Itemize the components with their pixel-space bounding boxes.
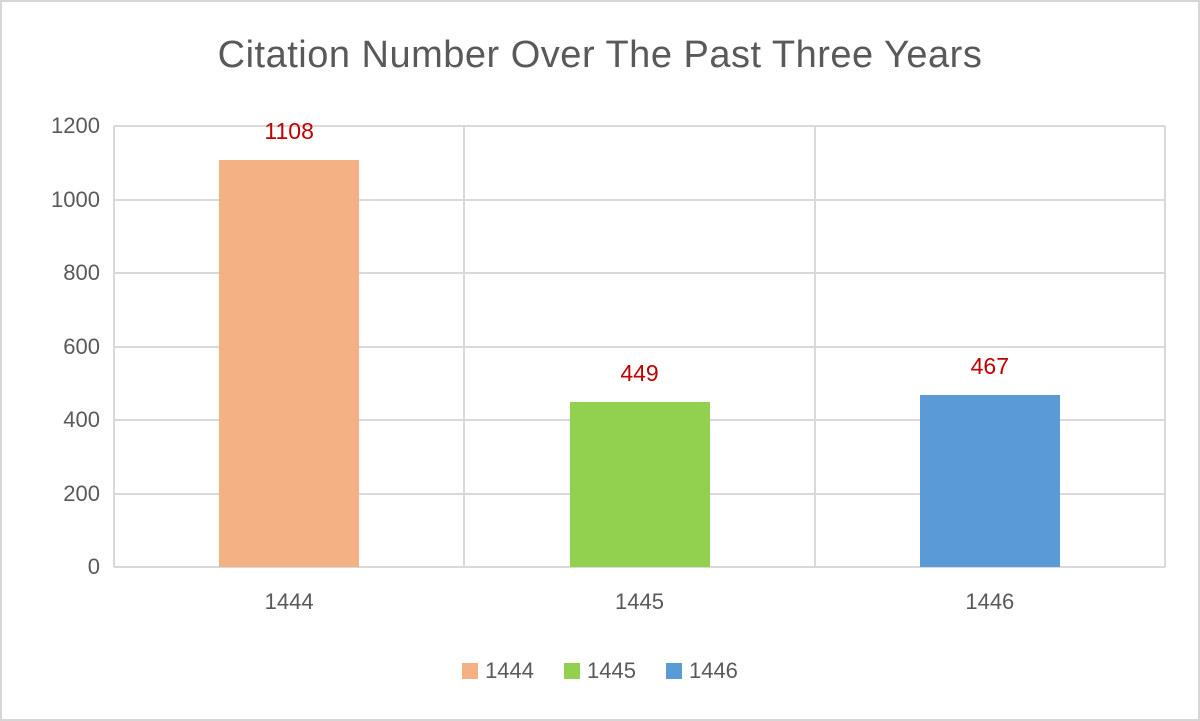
bar-1445[interactable] [569,402,710,567]
x-axis: 1444 1445 1446 [114,588,1165,618]
legend-swatch [665,663,682,679]
y-tick-label: 1200 [51,113,100,138]
y-tick-label: 400 [63,407,100,432]
x-gridline [463,126,466,567]
y-gridline [114,345,1165,348]
bar-value-label-1446: 467 [970,353,1010,379]
x-gridline [813,126,816,567]
x-tick-label-1445: 1445 [615,589,664,614]
legend-label: 1444 [485,658,535,683]
x-gridline [1164,126,1166,567]
y-tick-label: 800 [63,260,100,285]
legend-item-1444[interactable]: 1444 [462,658,534,684]
y-gridline [114,125,1165,127]
x-tick-label-1446: 1446 [965,589,1015,614]
y-gridline [114,272,1165,274]
bar-1446[interactable] [919,395,1060,567]
legend-label: 1445 [587,658,636,683]
y-gridline [114,566,1165,568]
bar-1444[interactable] [219,160,360,567]
x-gridline [113,126,115,567]
y-gridline [114,198,1165,201]
y-tick-label: 0 [87,554,100,579]
legend-swatch [564,663,581,679]
x-tick-label-1444: 1444 [264,589,314,614]
legend-item-1445[interactable]: 1445 [564,658,636,684]
legend: 1444 1445 1446 [2,658,1198,684]
bar-value-label-1445: 449 [620,360,659,386]
y-tick-label: 200 [63,480,100,506]
bar-value-label-1444: 1108 [264,118,314,144]
legend-item-1446[interactable]: 1446 [665,658,738,684]
legend-label: 1446 [688,658,738,683]
legend-swatch [462,663,479,679]
chart-title: Citation Number Over The Past Three Year… [217,34,983,76]
y-tick-label: 600 [63,333,100,359]
y-tick-label: 1000 [51,186,100,212]
plot-area: 1108 449 467 [113,118,1166,568]
